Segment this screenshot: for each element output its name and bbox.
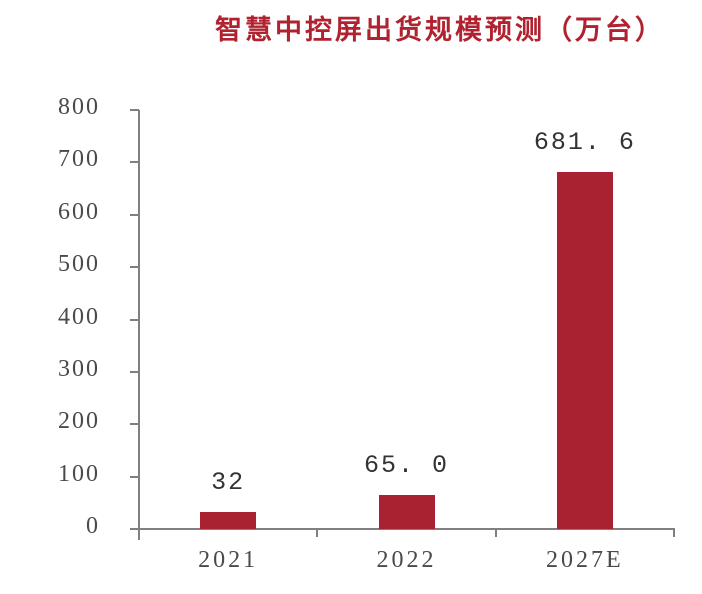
y-tick bbox=[130, 423, 139, 426]
y-tick-label: 300 bbox=[58, 355, 100, 382]
y-axis bbox=[138, 110, 140, 540]
bar-value-label: 65. 0 bbox=[363, 450, 449, 480]
x-tick bbox=[316, 529, 319, 537]
y-tick-label: 800 bbox=[58, 94, 100, 120]
x-tick-label: 2021 bbox=[198, 547, 259, 573]
y-tick-label: 100 bbox=[58, 460, 100, 487]
y-tick-label: 500 bbox=[58, 251, 100, 278]
y-tick-label: 200 bbox=[58, 408, 100, 435]
x-tick bbox=[494, 529, 497, 537]
y-tick bbox=[130, 318, 139, 321]
x-axis bbox=[130, 528, 675, 530]
y-tick bbox=[130, 528, 139, 530]
y-tick bbox=[130, 109, 139, 111]
x-tick-label: 2022 bbox=[376, 547, 437, 573]
bar-2021 bbox=[200, 512, 257, 529]
bar-2027E bbox=[556, 172, 613, 529]
y-tick-label: 0 bbox=[86, 513, 100, 539]
y-tick bbox=[130, 213, 139, 216]
y-tick bbox=[130, 266, 139, 269]
bar-value-label: 681. 6 bbox=[533, 128, 636, 157]
y-tick bbox=[130, 370, 139, 373]
chart-title: 智慧中控屏出货规模预测（万台） bbox=[215, 15, 665, 46]
y-tick-label: 700 bbox=[58, 146, 100, 173]
x-tick-label: 2027E bbox=[545, 547, 624, 573]
y-tick-label: 400 bbox=[58, 303, 100, 330]
x-tick bbox=[138, 529, 140, 537]
x-tick bbox=[673, 529, 675, 537]
y-tick-label: 600 bbox=[58, 198, 100, 225]
y-tick bbox=[130, 161, 139, 164]
bar-2022 bbox=[378, 494, 435, 529]
y-tick bbox=[130, 475, 139, 478]
bar-value-label: 32 bbox=[211, 468, 246, 498]
